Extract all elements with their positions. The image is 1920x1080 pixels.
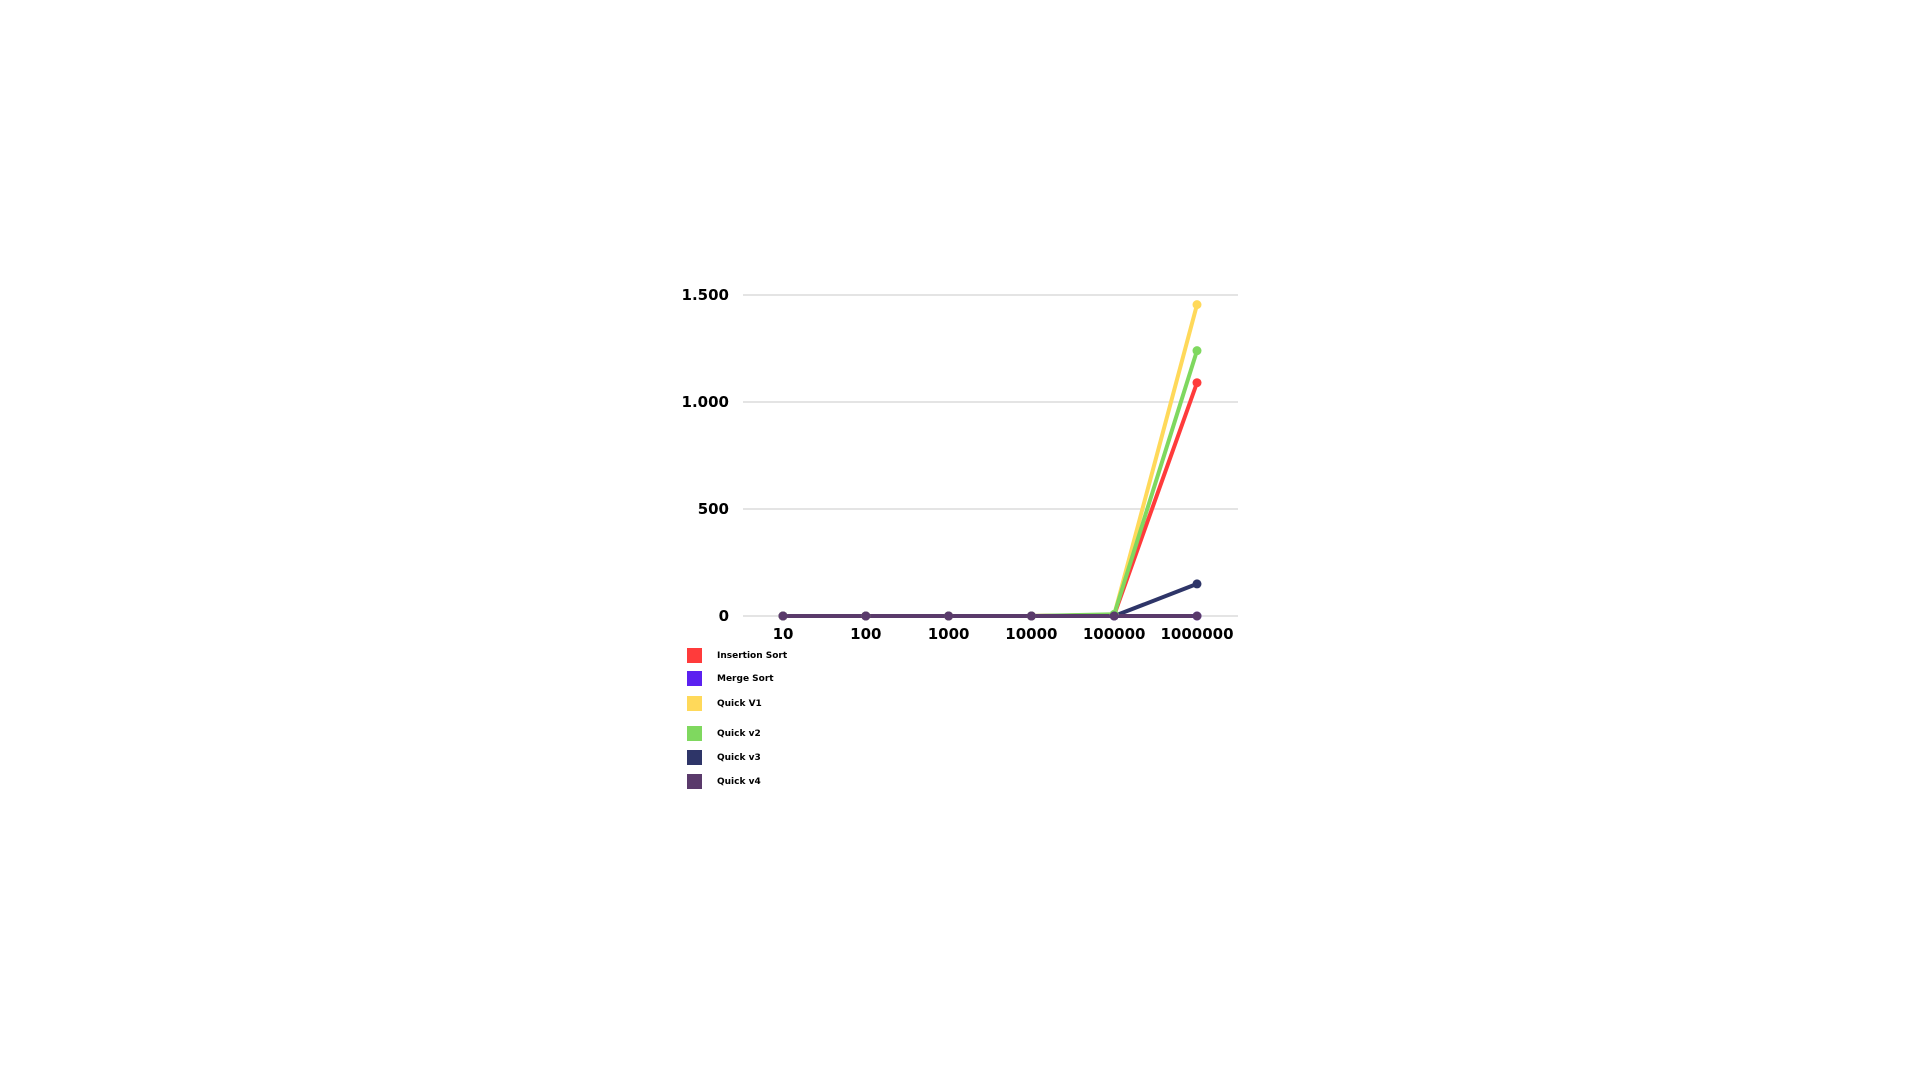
data-point: [1192, 346, 1202, 356]
series-line-3: [781, 348, 1199, 618]
legend-swatch: [687, 696, 702, 711]
legend-swatch: [687, 726, 702, 741]
data-point: [861, 611, 871, 621]
series-line-2: [781, 302, 1199, 618]
data-point: [944, 611, 954, 621]
legend-label: Insertion Sort: [717, 651, 788, 661]
legend-swatch: [687, 671, 702, 686]
y-tick-label: 0: [719, 607, 729, 625]
x-axis-tick-labels: 10 100 1000 10000 100000 1000000: [773, 625, 1234, 643]
y-tick-label: 1.500: [682, 286, 729, 304]
y-tick-label: 500: [698, 500, 729, 518]
series-line-4: [781, 581, 1199, 618]
x-tick-label: 10: [773, 625, 794, 643]
series-lines: [781, 302, 1199, 618]
legend-swatch: [687, 774, 702, 789]
x-tick-label: 1000: [928, 625, 970, 643]
data-point: [1192, 300, 1202, 310]
x-tick-label: 100: [850, 625, 881, 643]
data-point: [1026, 611, 1036, 621]
data-point: [1109, 611, 1119, 621]
legend-label: Merge Sort: [717, 674, 774, 684]
series-line-0: [781, 380, 1199, 618]
x-tick-label: 100000: [1083, 625, 1146, 643]
legend-label: Quick v2: [717, 729, 761, 739]
x-tick-label: 10000: [1005, 625, 1057, 643]
x-tick-label: 1000000: [1160, 625, 1233, 643]
data-point: [1192, 579, 1202, 589]
y-tick-label: 1.000: [682, 393, 729, 411]
data-point: [778, 611, 788, 621]
legend: Insertion Sort Merge Sort Quick V1 Quick v2…: [687, 648, 827, 808]
legend-swatch: [687, 648, 702, 663]
legend-label: Quick v3: [717, 753, 761, 763]
legend-swatch: [687, 750, 702, 765]
y-axis-tick-labels: 0 500 1.000 1.500: [682, 286, 729, 625]
data-point: [1192, 378, 1202, 388]
series-points: [778, 300, 1202, 621]
data-point: [1192, 611, 1202, 621]
legend-label: Quick V1: [717, 699, 762, 709]
legend-label: Quick v4: [717, 777, 761, 787]
